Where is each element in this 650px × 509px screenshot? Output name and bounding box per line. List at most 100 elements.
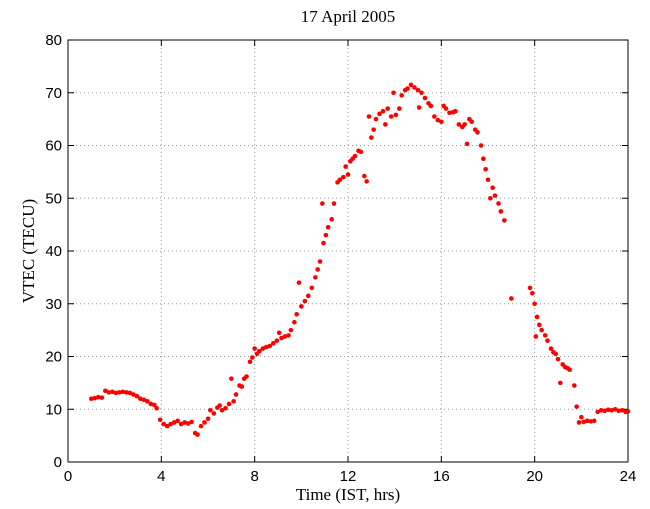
point [323, 232, 329, 238]
point [527, 285, 533, 291]
point [120, 389, 126, 395]
point [428, 103, 434, 109]
point [419, 90, 424, 96]
point [579, 414, 584, 420]
x-tick-label: 20 [526, 468, 543, 485]
point [478, 143, 484, 148]
point [533, 334, 539, 339]
point [182, 420, 187, 425]
point [113, 390, 119, 396]
point [555, 356, 561, 362]
y-tick-label: 0 [54, 454, 62, 471]
point [567, 367, 572, 372]
point [267, 343, 273, 349]
plot-frame [67, 39, 629, 463]
point [485, 177, 491, 183]
point [279, 335, 284, 341]
point [229, 376, 234, 381]
point [313, 275, 318, 280]
x-tick-label: 8 [250, 468, 258, 485]
point [127, 390, 133, 396]
point [416, 105, 422, 110]
point [534, 314, 540, 320]
point [337, 177, 343, 183]
point [103, 388, 108, 394]
point [602, 408, 607, 414]
point [161, 421, 166, 427]
point [302, 298, 308, 304]
point [154, 405, 159, 411]
point [185, 421, 191, 426]
point [399, 93, 404, 98]
y-tick-label: 80 [45, 32, 62, 49]
point [537, 322, 542, 328]
point [405, 86, 410, 91]
point [244, 374, 249, 379]
point [205, 416, 211, 422]
y-tick-label: 10 [45, 401, 62, 418]
point [202, 420, 207, 425]
x-axis-label: Time (IST, hrs) [296, 485, 400, 504]
point [233, 392, 239, 397]
point [286, 333, 291, 338]
point [321, 240, 326, 246]
point [315, 267, 320, 272]
point [439, 119, 444, 125]
point [456, 122, 462, 127]
point [211, 411, 217, 416]
point [558, 380, 563, 386]
point [412, 85, 417, 90]
point [373, 116, 379, 122]
point [595, 409, 600, 415]
point [219, 408, 225, 413]
point [257, 348, 262, 354]
point [264, 344, 269, 350]
point [138, 396, 143, 402]
point [481, 156, 486, 161]
point [292, 319, 297, 325]
point [223, 405, 228, 411]
point [250, 355, 255, 360]
point [397, 106, 402, 111]
point [208, 408, 213, 413]
point [542, 333, 548, 338]
point [572, 383, 577, 388]
point [148, 401, 154, 407]
point [345, 172, 351, 177]
point [274, 338, 280, 343]
point [341, 174, 346, 180]
point [464, 141, 470, 147]
point [435, 117, 441, 123]
point [509, 296, 514, 301]
point [260, 346, 266, 351]
point [539, 327, 544, 333]
point [106, 390, 112, 395]
y-tick-label: 20 [45, 349, 62, 366]
point [588, 419, 593, 424]
x-tick-label: 16 [433, 468, 450, 485]
x-tick-label: 24 [620, 468, 637, 485]
point [380, 108, 386, 114]
point [124, 390, 129, 395]
y-axis-label: VTEC (TECU) [19, 199, 38, 303]
point [393, 112, 399, 118]
point [475, 130, 480, 135]
point [385, 106, 390, 111]
point [469, 119, 474, 125]
point [498, 209, 504, 214]
y-tick-label: 70 [45, 85, 62, 102]
point [288, 327, 294, 333]
point [576, 420, 582, 425]
point [317, 259, 323, 264]
point [117, 390, 122, 395]
point [616, 408, 621, 414]
point [609, 408, 614, 413]
point [252, 346, 257, 351]
point [619, 408, 625, 413]
point [331, 201, 337, 206]
x-tick-label: 4 [157, 468, 165, 485]
point [369, 135, 374, 140]
point [110, 389, 115, 395]
point [532, 301, 537, 307]
point [415, 87, 421, 93]
